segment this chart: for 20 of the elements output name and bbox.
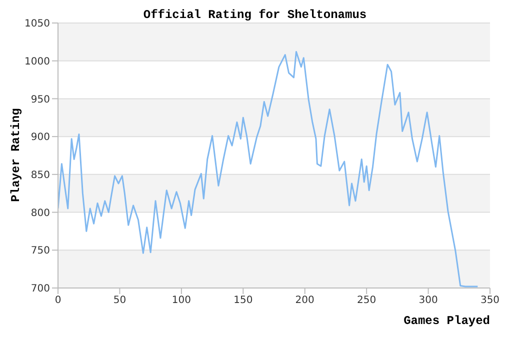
y-tick-label: 950 <box>30 94 50 106</box>
y-tick-label: 700 <box>30 284 50 295</box>
x-tick-label: 350 <box>480 295 500 306</box>
y-tick-label: 750 <box>30 246 50 257</box>
y-tick-label: 900 <box>30 132 50 144</box>
x-tick-label: 100 <box>172 295 191 306</box>
x-tick-label: 300 <box>418 295 438 306</box>
y-tick-label: 1050 <box>24 18 50 30</box>
x-tick-label: 250 <box>357 295 376 306</box>
x-tick-label: 150 <box>234 295 253 306</box>
y-tick-label: 800 <box>30 208 50 219</box>
y-tick-label: 850 <box>30 170 50 181</box>
line-series <box>58 51 478 288</box>
x-tick-label: 200 <box>295 295 314 306</box>
x-tick-label: 0 <box>54 295 62 306</box>
y-axis-title: Player Rating <box>9 107 23 204</box>
chart-title: Official Rating for Sheltonamus <box>143 8 367 22</box>
x-tick-label: 50 <box>113 295 126 306</box>
x-axis-title: Games Played <box>404 314 490 328</box>
y-tick-label: 1000 <box>24 56 50 68</box>
